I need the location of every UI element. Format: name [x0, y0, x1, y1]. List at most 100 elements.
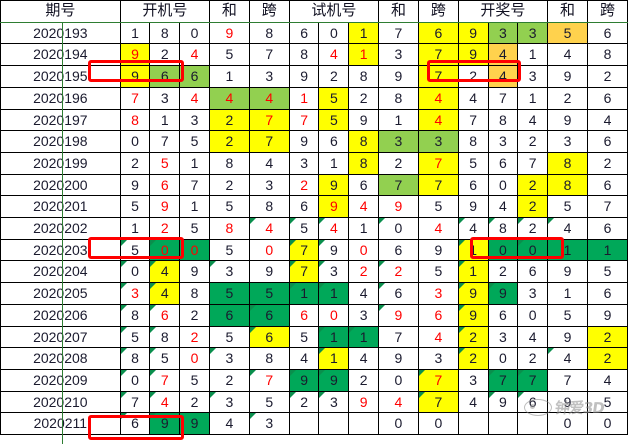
test-span-cell: 5 [417, 260, 459, 284]
test-digit-3: 8 [348, 151, 379, 175]
test-digit-3: 1 [348, 21, 379, 45]
test-span-cell: 6 [417, 303, 459, 327]
issue-cell: 2020195 [0, 65, 121, 88]
issue-cell: 2020193 [0, 21, 121, 45]
prize-span-cell: 5 [586, 260, 628, 284]
prize-digit-3: 2 [517, 217, 549, 240]
machine-digit-3: 9 [179, 260, 210, 284]
test-digit-2: 0 [318, 21, 350, 45]
issue-cell: 2020206 [0, 303, 121, 327]
test-digit-3: 4 [348, 347, 379, 370]
test-digit-2: 3 [318, 260, 350, 284]
prize-sum-cell: 5 [547, 21, 588, 45]
prize-sum-cell: 7 [547, 368, 588, 392]
table-row: 2020206 8 6 2 6 6 6 0 3 9 6 9 6 0 5 9 [0, 303, 628, 327]
table-row: 2020210 7 4 2 3 5 2 3 9 4 7 4 9 6 9 5 [0, 390, 628, 414]
issue-cell: 2020209 [0, 368, 121, 392]
prize-digit-2: 0 [487, 173, 519, 197]
machine-digit-3: 5 [179, 217, 210, 240]
prize-sum-cell: 8 [547, 151, 588, 175]
prize-digit-1: 3 [457, 368, 489, 392]
test-sum-cell: 3 [378, 43, 419, 67]
machine-digit-1: 1 [119, 217, 151, 240]
prize-digit-2: 0 [487, 347, 519, 370]
prize-span-cell: 6 [586, 21, 628, 45]
prize-digit-3: 1 [517, 86, 549, 110]
header-machine-sum: 和 [208, 0, 250, 23]
prize-span-cell: 6 [586, 282, 628, 305]
prize-span-cell: 2 [586, 65, 628, 88]
test-digit-1: 5 [288, 217, 320, 240]
machine-span-cell: 7 [248, 108, 290, 132]
machine-digit-2: 0 [149, 238, 181, 262]
machine-digit-2: 6 [149, 173, 181, 197]
test-digit-1: 6 [288, 303, 320, 327]
issue-cell: 2020205 [0, 282, 121, 305]
machine-sum-cell: 2 [208, 130, 250, 153]
machine-digit-1: 3 [119, 282, 151, 305]
prize-digit-1: 1 [457, 238, 489, 262]
prize-digit-1: 9 [457, 43, 489, 67]
machine-sum-cell: 5 [208, 282, 250, 305]
test-digit-2: 4 [318, 43, 350, 67]
prize-sum-cell: 9 [547, 260, 588, 284]
test-digit-3: 4 [348, 282, 379, 305]
test-digit-1: 9 [288, 65, 320, 88]
test-digit-3: 9 [348, 390, 379, 414]
test-span-cell: 3 [417, 282, 459, 305]
prize-digit-2: 4 [487, 43, 519, 67]
test-digit-1: 6 [288, 195, 320, 219]
test-span-cell: 5 [417, 195, 459, 219]
test-digit-2: 9 [318, 195, 350, 219]
machine-sum-cell: 3 [208, 260, 250, 284]
header-test-sum: 和 [378, 0, 419, 23]
prize-span-cell: 5 [586, 390, 628, 414]
machine-sum-cell: 2 [208, 108, 250, 132]
machine-digit-2: 1 [149, 108, 181, 132]
table-row: 2020208 8 5 0 3 8 4 1 4 9 3 2 0 2 4 2 [0, 347, 628, 370]
test-span-cell: 4 [417, 217, 459, 240]
table-row: 2020204 0 4 9 3 9 7 3 2 2 5 1 2 6 9 5 [0, 260, 628, 284]
test-span-cell: 7 [417, 390, 459, 414]
machine-digit-2: 8 [149, 21, 181, 45]
prize-span-cell: 1 [586, 238, 628, 262]
prize-sum-cell: 9 [547, 108, 588, 132]
machine-digit-3: 1 [179, 151, 210, 175]
machine-sum-cell: 2 [208, 173, 250, 197]
prize-digit-1: 9 [457, 282, 489, 305]
prize-digit-3: 2 [517, 195, 549, 219]
prize-digit-3: 4 [517, 108, 549, 132]
prize-span-cell: 6 [586, 173, 628, 197]
machine-digit-1: 9 [119, 173, 151, 197]
machine-sum-cell: 5 [208, 325, 250, 349]
test-digit-3: 2 [348, 368, 379, 392]
machine-span-cell: 3 [248, 65, 290, 88]
test-digit-3: 1 [348, 43, 379, 67]
prize-span-cell: 6 [586, 217, 628, 240]
prize-digit-3: 7 [517, 368, 549, 392]
machine-span-cell: 9 [248, 260, 290, 284]
prize-digit-3: 7 [517, 151, 549, 175]
test-digit-3: 6 [348, 173, 379, 197]
table-row: 2020209 0 7 5 2 7 9 9 2 0 7 3 7 7 7 4 [0, 368, 628, 392]
test-digit-1: 1 [288, 86, 320, 110]
machine-span-cell: 4 [248, 151, 290, 175]
machine-digit-1: 5 [119, 195, 151, 219]
table-row: 2020211 6 9 9 4 3 0 0 0 0 [0, 412, 628, 436]
prize-digit-1: 4 [457, 390, 489, 414]
prize-digit-2: 2 [487, 260, 519, 284]
machine-digit-2: 7 [149, 368, 181, 392]
test-span-cell: 3 [417, 130, 459, 153]
prize-digit-2: 9 [487, 390, 519, 414]
prize-digit-1: 6 [457, 173, 489, 197]
test-digit-2: 9 [318, 238, 350, 262]
prize-span-cell: 2 [586, 151, 628, 175]
header-prize-span: 跨 [586, 0, 628, 23]
issue-cell: 2020194 [0, 43, 121, 67]
prize-digit-1: 9 [457, 303, 489, 327]
machine-digit-3: 5 [179, 368, 210, 392]
machine-span-cell: 7 [248, 130, 290, 153]
test-digit-3: 1 [348, 325, 379, 349]
machine-digit-1: 8 [119, 108, 151, 132]
